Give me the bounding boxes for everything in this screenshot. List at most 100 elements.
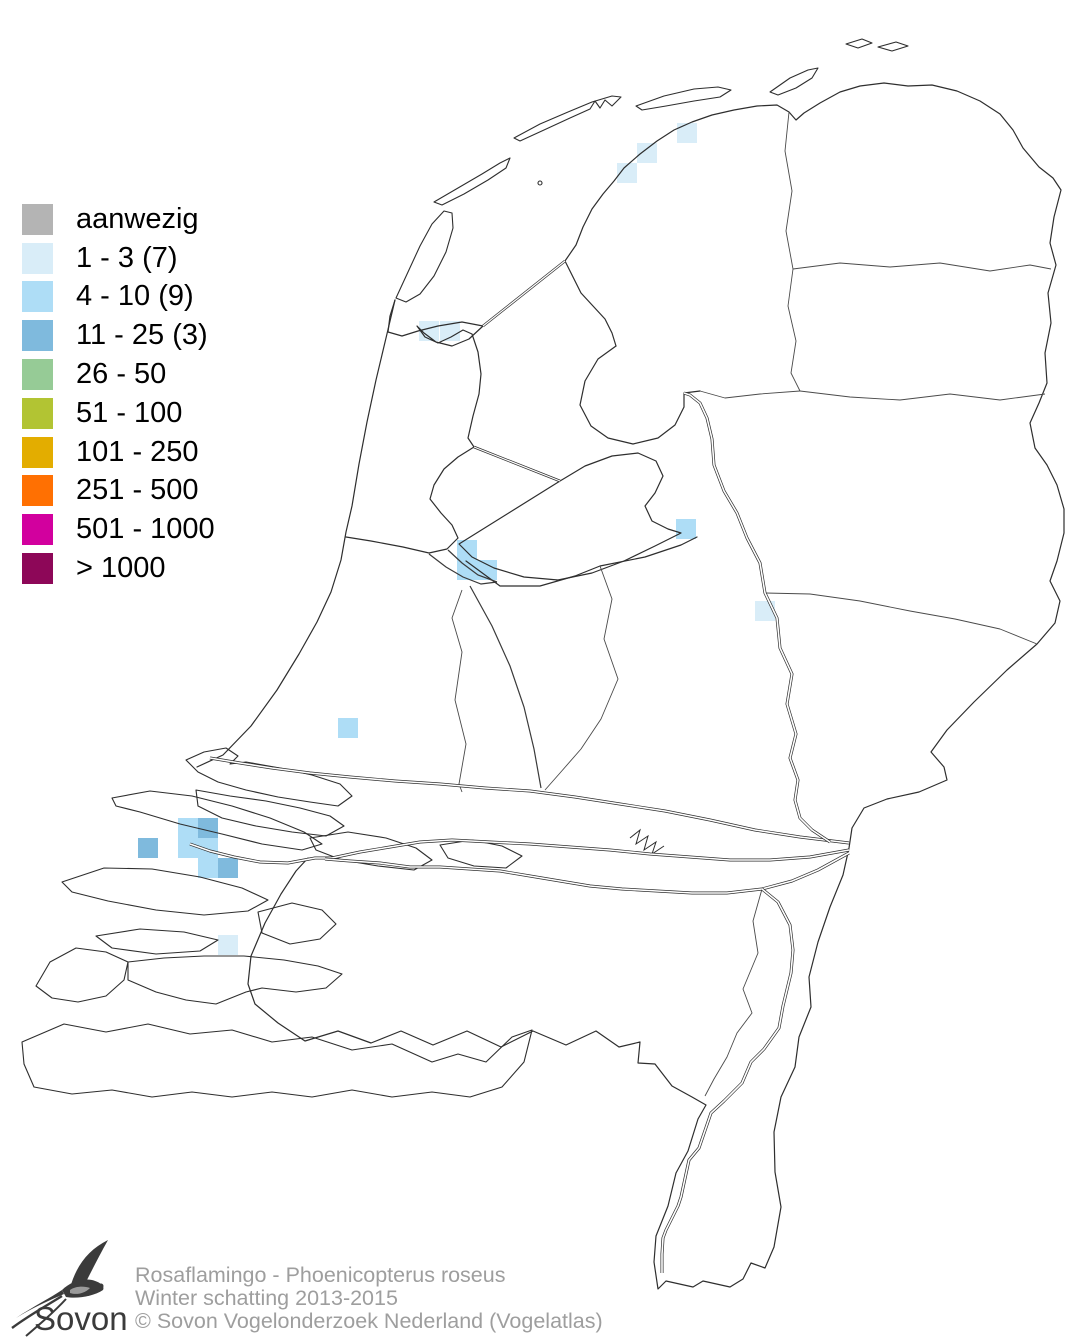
randmeren-shore	[465, 536, 698, 587]
walcheren	[35, 947, 129, 1003]
noord-holland-tip-coast	[387, 299, 484, 337]
legend-swatch	[22, 397, 53, 429]
biesbosch-creeks	[629, 828, 665, 856]
border-groningen-drenthe	[792, 262, 1052, 272]
legend-item: aanwezig	[22, 200, 215, 239]
island-rottum-west	[845, 38, 873, 49]
atlas-square	[138, 838, 158, 858]
island-ameland	[635, 86, 732, 111]
legend-item: > 1000	[22, 549, 215, 588]
noordoostpolder-coast	[579, 345, 701, 445]
legend-swatch	[22, 553, 53, 585]
friesland-ijsselmeer-coast	[564, 260, 617, 347]
zeeuws-vlaanderen	[21, 1023, 533, 1098]
atlas-square	[617, 163, 637, 183]
legend-item: 26 - 50	[22, 355, 215, 394]
atlas-square	[178, 818, 198, 838]
legend-item: 11 - 25 (3)	[22, 316, 215, 355]
caption-block: Rosaflamingo - Phoenicopterus roseus Win…	[135, 1264, 603, 1333]
atlas-squares-layer	[138, 123, 775, 955]
delta-islands	[21, 747, 533, 1098]
border-friesland-groningen	[784, 111, 801, 392]
legend-swatch	[22, 436, 53, 468]
atlas-square	[676, 519, 696, 539]
legend-swatch	[22, 320, 53, 352]
noord-beveland	[95, 928, 219, 955]
legend-label: 4 - 10 (9)	[76, 280, 194, 313]
legend-swatch	[22, 203, 53, 235]
legend-label: 11 - 25 (3)	[76, 319, 208, 352]
hoeksche-waard	[309, 831, 433, 871]
atlas-square	[637, 143, 657, 163]
ij-waterway	[447, 549, 498, 583]
legend-swatch	[22, 359, 53, 391]
legend-label: aanwezig	[76, 202, 199, 235]
island-griend	[537, 180, 543, 186]
province-borders	[451, 111, 1052, 1097]
legend-swatch	[22, 514, 53, 546]
legend-item: 4 - 10 (9)	[22, 278, 215, 317]
legend-item: 1 - 3 (7)	[22, 239, 215, 278]
legend-label: 501 - 1000	[76, 513, 215, 546]
island-rottum-east	[877, 41, 909, 52]
border-overijssel-gelderland	[764, 592, 1038, 645]
tholen	[257, 902, 337, 945]
atlas-square	[218, 935, 238, 955]
caption-species: Rosaflamingo - Phoenicopterus roseus	[135, 1263, 506, 1287]
atlas-square	[677, 123, 697, 143]
zuid-beveland	[127, 955, 343, 1005]
legend-item: 501 - 1000	[22, 510, 215, 549]
atlas-square	[477, 560, 497, 580]
legend-swatch	[22, 475, 53, 507]
island-terschelling	[513, 95, 622, 142]
border-utrecht-west	[451, 589, 467, 793]
atlas-square	[218, 858, 238, 878]
legend-label: 101 - 250	[76, 435, 199, 468]
coastline-group	[196, 82, 1065, 1290]
sovon-wordmark: Sovon	[34, 1300, 128, 1337]
atlas-square	[457, 560, 477, 580]
island-schiermonnikoog	[769, 67, 819, 96]
legend-item: 251 - 500	[22, 472, 215, 511]
island-vlieland	[433, 157, 511, 206]
atlas-square	[338, 718, 358, 738]
legend-label: 1 - 3 (7)	[76, 241, 178, 274]
caption-copyright: © Sovon Vogelonderzoek Nederland (Vogela…	[135, 1309, 603, 1333]
amsterdam-rijnkanaal	[469, 585, 542, 789]
legend-swatch	[22, 242, 53, 274]
border-drenthe-overijssel	[799, 390, 1046, 401]
legend-label: 26 - 50	[76, 358, 167, 391]
atlas-square	[457, 540, 477, 560]
legend-item: 51 - 100	[22, 394, 215, 433]
goeree-overflakkee	[111, 790, 323, 851]
island-texel	[395, 210, 454, 303]
legend-label: > 1000	[76, 552, 166, 585]
border-friesland-overijssel	[699, 390, 801, 399]
caption-period: Winter schatting 2013-2015	[135, 1286, 398, 1310]
schouwen-duiveland	[61, 867, 269, 916]
voorne-putten	[195, 789, 345, 837]
swallow-icon	[11, 1240, 108, 1337]
atlas-square	[198, 818, 218, 838]
atlas-square	[198, 858, 218, 878]
sovon-logo: Sovon	[11, 1240, 128, 1337]
legend-swatch	[22, 281, 53, 313]
border-brabant-limburg	[704, 888, 763, 1097]
legend-label: 51 - 100	[76, 396, 183, 429]
atlas-square	[440, 321, 460, 341]
ijsselmeer-west-coast	[345, 325, 484, 554]
atlas-square	[178, 838, 198, 858]
europoort-voorne	[185, 747, 353, 807]
legend-item: 101 - 250	[22, 433, 215, 472]
border-utrecht-east	[544, 565, 619, 791]
west-coast	[196, 299, 396, 768]
legend-label: 251 - 500	[76, 474, 199, 507]
wadden-islands	[395, 38, 909, 303]
north-and-east-border	[247, 82, 1065, 1290]
flevoland-polder	[458, 452, 682, 581]
rivers	[188, 259, 851, 1275]
legend: aanwezig 1 - 3 (7) 4 - 10 (9) 11 - 25 (3) 26…	[22, 200, 215, 588]
ij-waterway-south-bank	[428, 553, 498, 585]
